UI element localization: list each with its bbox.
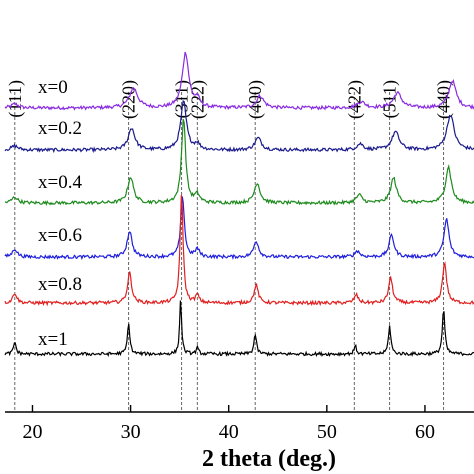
x-axis-label: 2 theta (deg.): [202, 446, 336, 472]
peak-marker-layer: (111) (220) (311)(222) (400) (422) (511) (440): [5, 80, 455, 412]
peak-marker-label-1: (220): [119, 80, 140, 119]
x-tick-label-4: 60: [415, 421, 435, 443]
x-tick-label-3: 50: [317, 421, 337, 443]
peak-marker-label-0: (111): [5, 80, 26, 118]
x-tick-layer: 20 30 40 50 60: [22, 405, 435, 443]
series-layer: x=0 x=0.2 x=0.4 x=0.6 x=0.8 x=1: [4, 51, 474, 358]
series-label-1: x=0.2: [38, 118, 82, 139]
peak-marker-label-7: (440): [434, 80, 455, 119]
peak-marker-label-6: (511): [380, 80, 401, 118]
x-tick-label-2: 40: [219, 421, 239, 443]
peak-marker-label-2: (311): [172, 80, 193, 118]
peak-marker-label-4: (400): [245, 80, 266, 119]
series-line-4: [4, 195, 474, 307]
x-tick-label-1: 30: [121, 421, 141, 443]
peak-marker-label-3: (222): [187, 80, 208, 119]
series-line-3: [4, 196, 474, 261]
series-line-5: [4, 300, 474, 358]
series-label-4: x=0.8: [38, 274, 82, 295]
peak-marker-label-5: (422): [344, 80, 365, 119]
x-tick-label-0: 20: [22, 421, 42, 443]
series-label-0: x=0: [38, 77, 68, 98]
series-label-3: x=0.6: [38, 225, 82, 246]
series-label-2: x=0.4: [38, 172, 82, 193]
series-line-2: [4, 119, 474, 207]
series-label-5: x=1: [38, 329, 68, 350]
series-line-0: [4, 51, 474, 111]
series-line-1: [4, 99, 474, 154]
